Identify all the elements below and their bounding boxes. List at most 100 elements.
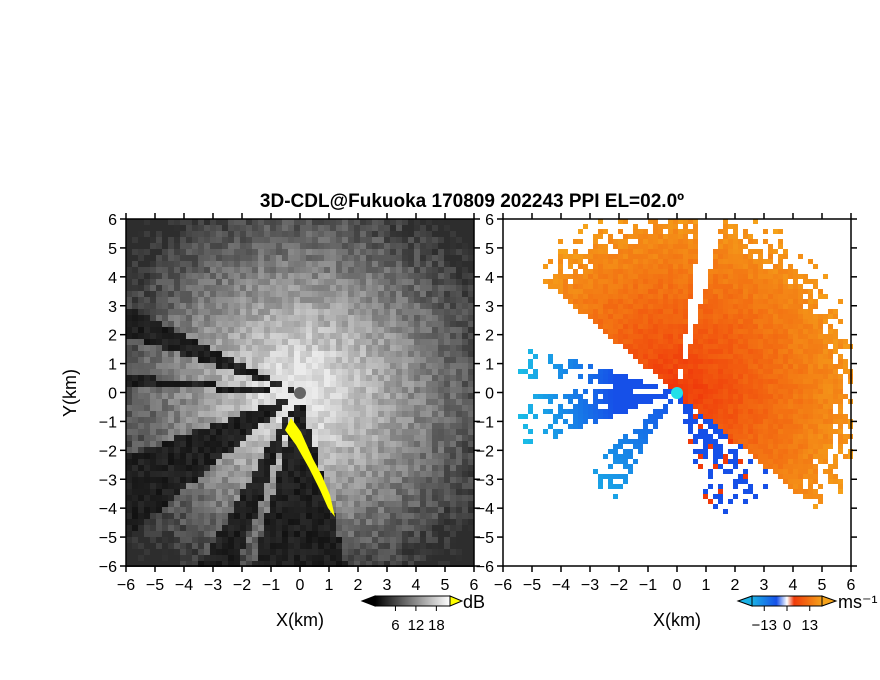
velocity-cell [608,399,613,404]
intensity-cell [228,375,234,381]
intensity-cell [132,243,138,249]
intensity-cell [390,255,396,261]
velocity-cell [698,359,703,364]
velocity-cell [673,294,678,299]
velocity-cell [653,294,658,299]
y-tick-label: 5 [108,241,117,258]
intensity-cell [180,309,186,315]
velocity-cell [793,324,798,329]
intensity-cell [300,501,306,507]
velocity-cell [813,394,818,399]
intensity-cell [132,555,138,561]
intensity-cell [390,507,396,513]
intensity-cell [240,483,246,489]
intensity-cell [306,399,312,405]
intensity-cell [414,357,420,363]
intensity-cell [444,321,450,327]
velocity-cell [653,384,658,389]
intensity-cell [312,297,318,303]
intensity-cell [258,303,264,309]
intensity-cell [240,357,246,363]
velocity-cell [753,299,758,304]
intensity-cell [354,243,360,249]
velocity-cell [653,269,658,274]
intensity-cell [150,249,156,255]
velocity-cell [723,294,728,299]
intensity-cell [138,237,144,243]
intensity-cell [162,369,168,375]
velocity-cell [643,364,648,369]
velocity-cell [568,299,573,304]
intensity-cell [186,297,192,303]
y-tick-label: 2 [108,328,117,345]
intensity-cell [180,273,186,279]
velocity-cell [703,369,708,374]
velocity-cell [718,314,723,319]
intensity-cell [222,387,228,393]
velocity-cell [643,269,648,274]
intensity-cell [144,375,150,381]
intensity-cell [246,231,252,237]
velocity-cell [538,394,543,399]
intensity-cell [156,483,162,489]
intensity-cell [438,471,444,477]
intensity-cell [132,399,138,405]
intensity-cell [348,543,354,549]
velocity-cell [793,294,798,299]
velocity-cell [803,354,808,359]
intensity-cell [414,387,420,393]
intensity-cell [264,249,270,255]
intensity-cell [192,243,198,249]
intensity-cell [348,519,354,525]
intensity-cell [174,507,180,513]
intensity-cell [438,495,444,501]
intensity-cell [198,519,204,525]
intensity-cell [444,381,450,387]
velocity-cell [683,329,688,334]
intensity-cell [228,231,234,237]
velocity-cell [618,264,623,269]
intensity-cell [168,381,174,387]
intensity-cell [462,297,468,303]
intensity-cell [348,273,354,279]
velocity-cell [618,279,623,284]
intensity-cell [264,411,270,417]
velocity-cell [648,359,653,364]
velocity-cell [598,259,603,264]
velocity-cell [603,259,608,264]
intensity-cell [426,441,432,447]
velocity-cell [743,304,748,309]
intensity-cell [372,561,378,567]
intensity-cell [216,369,222,375]
intensity-cell [462,483,468,489]
intensity-cell [444,279,450,285]
intensity-cell [414,447,420,453]
intensity-cell [192,225,198,231]
intensity-cell [204,561,210,567]
intensity-cell [438,375,444,381]
intensity-cell [246,471,252,477]
intensity-cell [276,273,282,279]
intensity-cell [420,309,426,315]
intensity-cell [174,339,180,345]
intensity-cell [462,267,468,273]
intensity-cell [288,399,294,405]
intensity-cell [300,327,306,333]
intensity-cell [396,291,402,297]
intensity-cell [138,327,144,333]
intensity-cell [438,477,444,483]
intensity-cell [228,411,234,417]
intensity-cell [258,339,264,345]
intensity-cell [156,327,162,333]
intensity-cell [228,249,234,255]
intensity-cell [456,219,462,225]
velocity-cell [783,364,788,369]
intensity-cell [300,351,306,357]
intensity-cell [222,489,228,495]
intensity-cell [426,561,432,567]
intensity-cell [396,549,402,555]
intensity-cell [156,219,162,225]
intensity-cell [300,471,306,477]
velocity-cell [768,324,773,329]
velocity-cell [658,329,663,334]
